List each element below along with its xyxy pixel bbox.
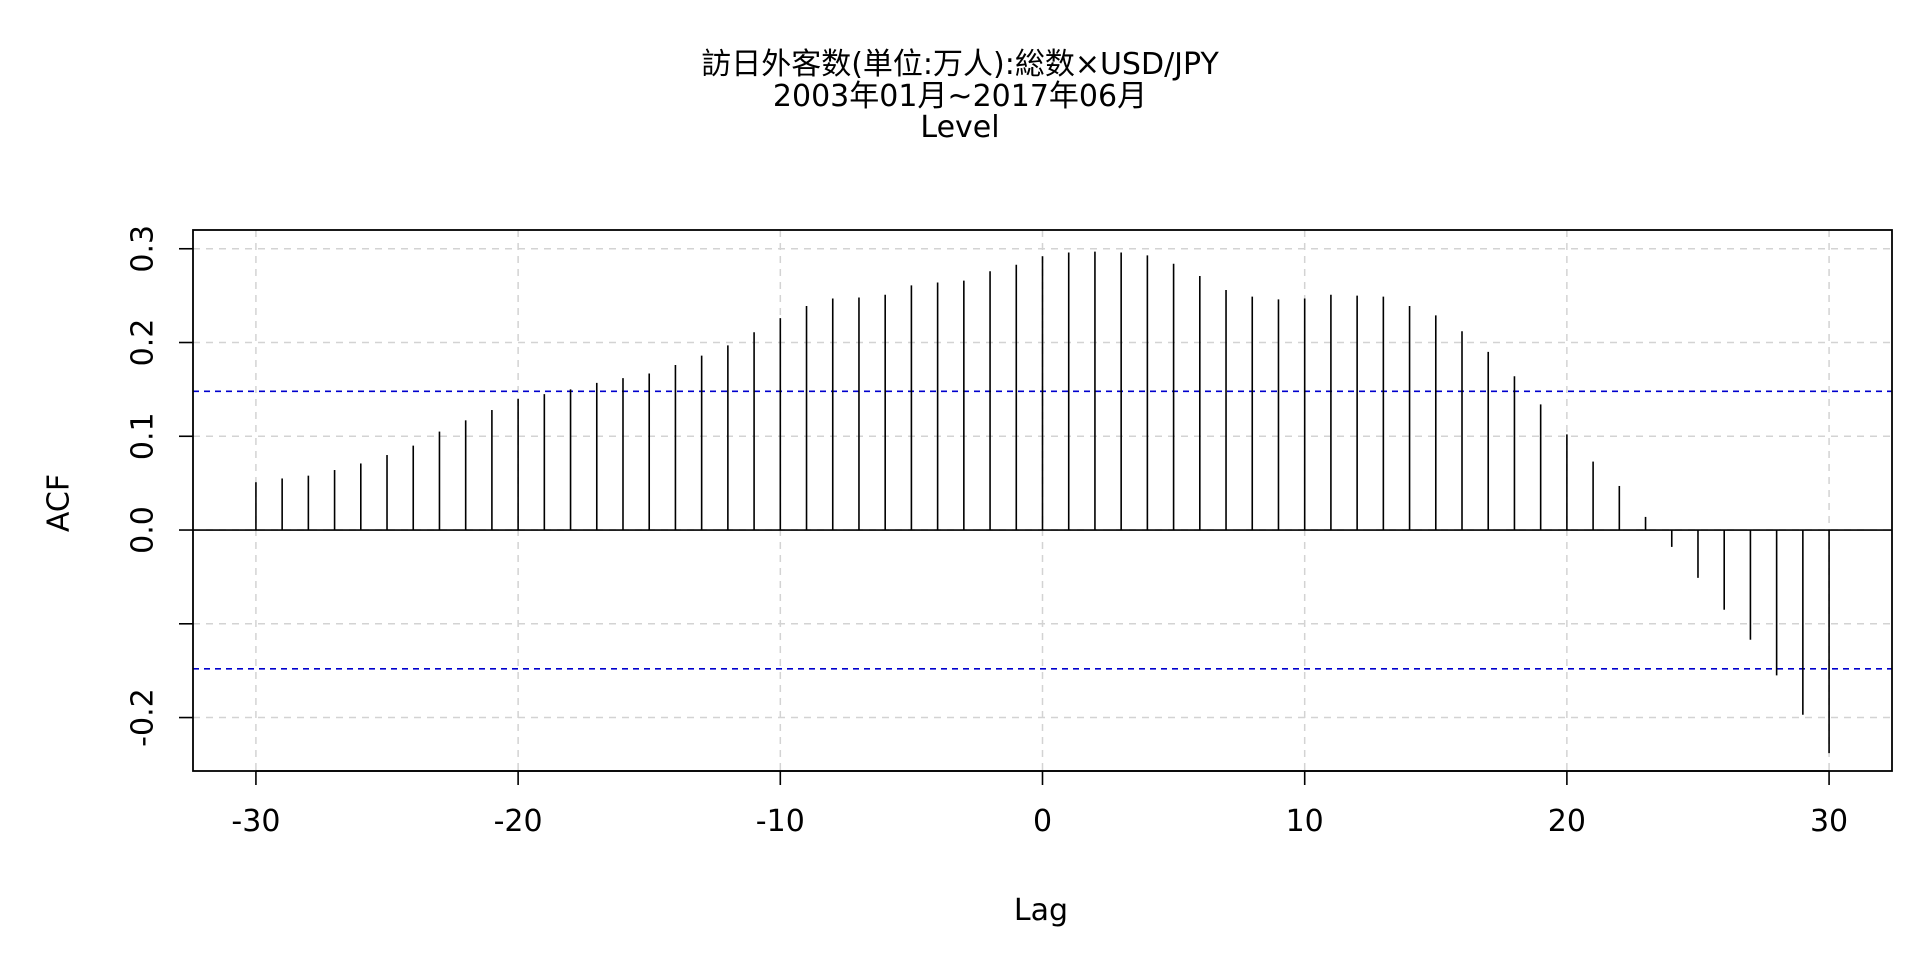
x-axis-label: Lag [1014,893,1068,928]
y-tick-label: 0.0 [126,506,161,554]
acf-bars [255,251,1830,754]
y-tick-label: 0.3 [126,225,161,273]
x-tick-label: -20 [494,804,543,839]
x-tick-label: 20 [1548,804,1586,839]
y-tick-label: 0.1 [126,412,161,460]
x-axis: -30 -20 -10 0 10 20 30 [231,770,1848,839]
x-tick-label: -10 [756,804,805,839]
y-tick-label: -0.2 [126,688,161,747]
x-tick-label: -30 [231,804,280,839]
x-tick-label: 10 [1286,804,1324,839]
chart-title-line-2: 2003年01月~2017年06月 [772,79,1148,114]
x-tick-label: 30 [1810,804,1848,839]
chart-title-line-1: 訪日外客数(単位:万人):総数×USD/JPY [701,47,1219,82]
y-axis: -0.2 0.0 0.1 0.2 0.3 [126,225,193,747]
chart-title-line-3: Level [920,110,1000,145]
y-tick-label: 0.2 [126,319,161,367]
y-axis-label: ACF [42,474,77,532]
x-tick-label: 0 [1033,804,1052,839]
